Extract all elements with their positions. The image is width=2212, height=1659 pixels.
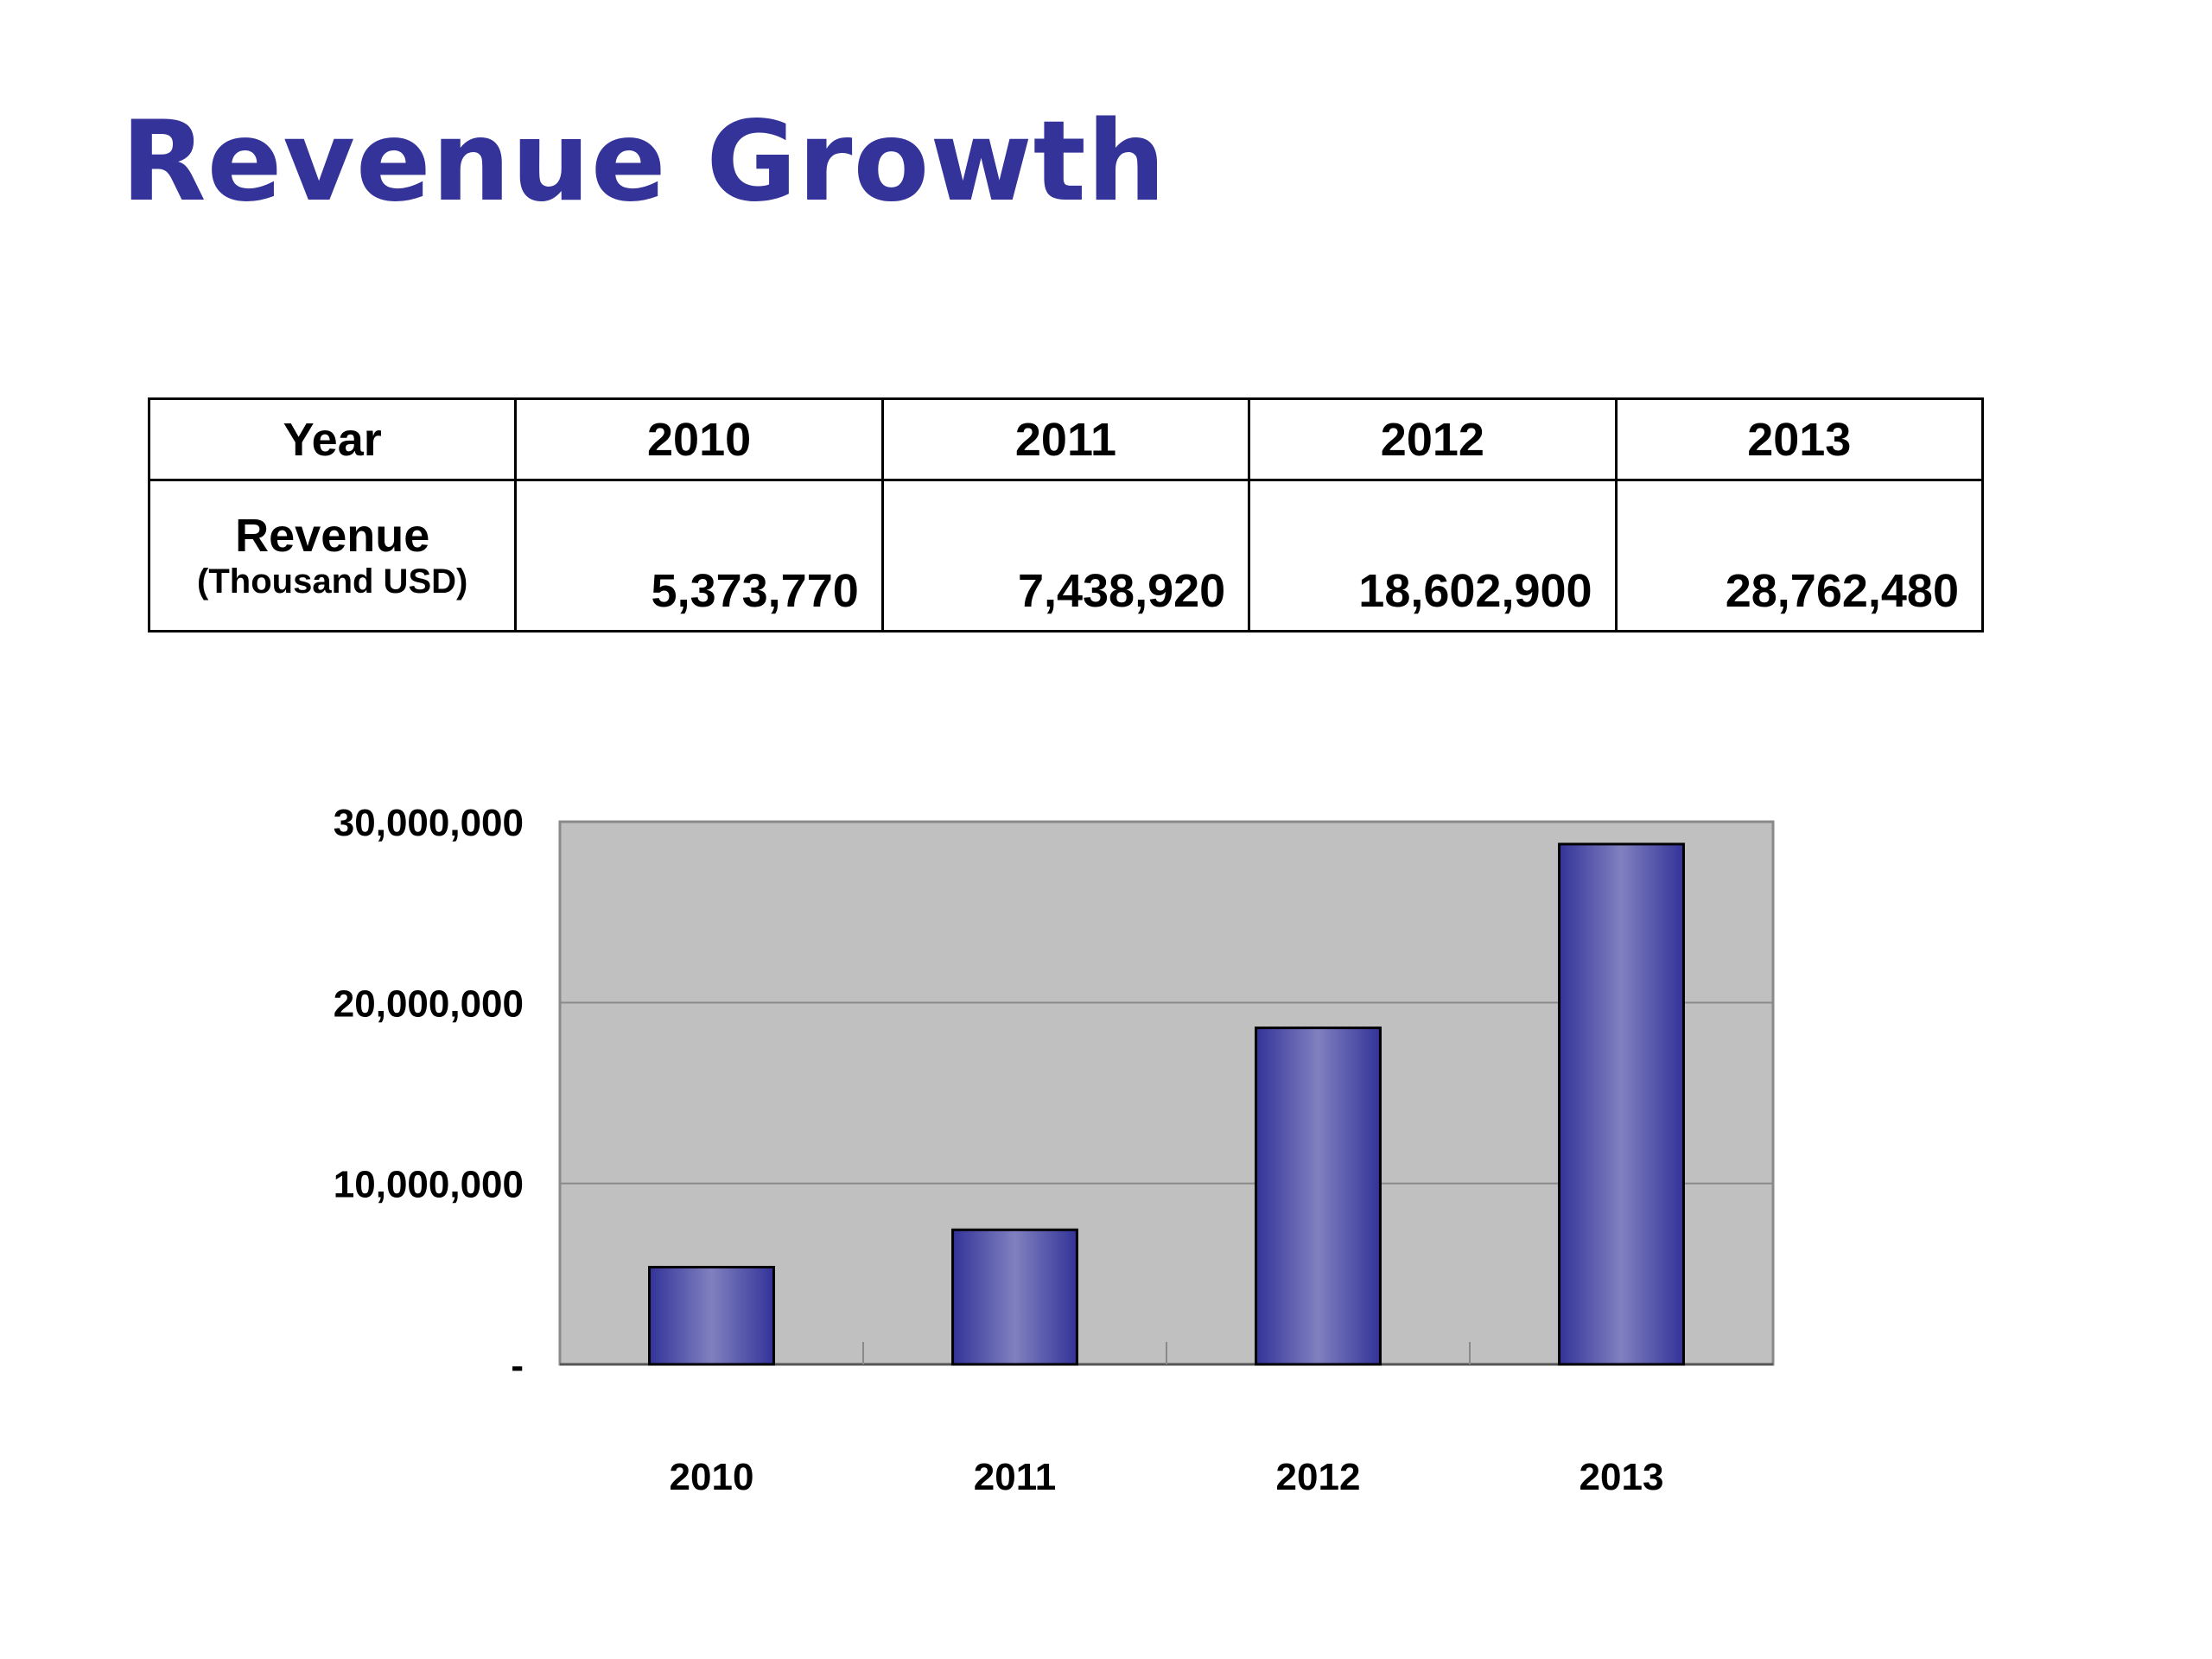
year-cell: 2010 <box>514 397 884 481</box>
year-cell: 2011 <box>880 397 1251 481</box>
year-cell: 2012 <box>1248 397 1618 481</box>
revenue-table: Year 2010 2011 2012 2013 Revenue (Thousa… <box>147 397 1985 632</box>
y-tick-label: 30,000,000 <box>334 802 524 844</box>
revenue-value-cell: 5,373,770 <box>514 479 884 632</box>
x-tick-label: 2013 <box>1580 1456 1664 1498</box>
revenue-value-cell: 28,762,480 <box>1614 479 1985 632</box>
y-tick-label: 20,000,000 <box>334 982 524 1025</box>
revenue-value-cell: 7,438,920 <box>880 479 1251 632</box>
y-tick-label: - <box>511 1344 524 1387</box>
x-tick-label: 2012 <box>1276 1456 1361 1498</box>
year-cell: 2013 <box>1614 397 1985 481</box>
table-header-row: Year 2010 2011 2012 2013 <box>147 397 1985 481</box>
bar-2011 <box>951 1228 1078 1366</box>
bar-2010 <box>648 1266 775 1366</box>
x-tick-label: 2010 <box>670 1456 754 1498</box>
table-revenue-row: Revenue (Thousand USD) 5,373,770 7,438,9… <box>147 479 1985 632</box>
x-tick-label: 2011 <box>974 1456 1056 1498</box>
revenue-header-cell: Revenue (Thousand USD) <box>147 479 518 632</box>
revenue-unit-label: (Thousand USD) <box>197 562 468 601</box>
y-tick-label: 10,000,000 <box>334 1164 524 1206</box>
bar-2013 <box>1558 842 1685 1366</box>
slide-title: Revenue Growth <box>121 98 1166 226</box>
bar-2012 <box>1255 1027 1382 1366</box>
revenue-label: Revenue <box>235 510 430 563</box>
year-header-cell: Year <box>147 397 518 481</box>
revenue-value-cell: 18,602,900 <box>1248 479 1618 632</box>
